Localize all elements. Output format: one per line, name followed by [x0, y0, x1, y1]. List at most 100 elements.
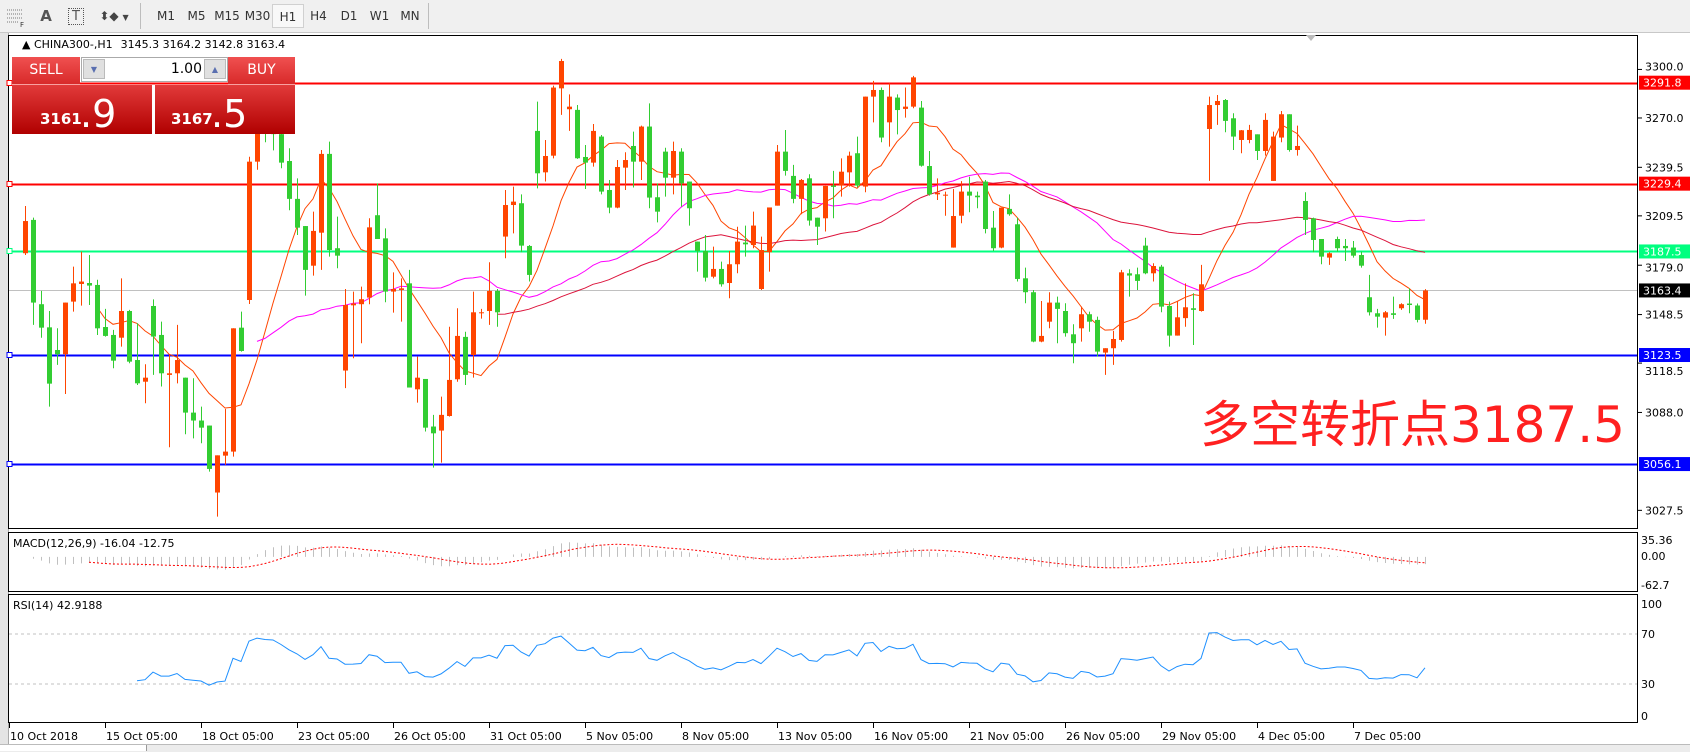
- candle: [1343, 238, 1348, 262]
- price-axis-label: 3239.5: [1645, 161, 1684, 174]
- candle-body: [1071, 334, 1076, 344]
- candle-body: [663, 151, 668, 178]
- candle-body: [295, 198, 300, 228]
- timeframe-m30[interactable]: M30: [244, 9, 271, 23]
- candle: [1087, 311, 1092, 332]
- rsi-line: [136, 632, 1426, 686]
- candle: [1095, 316, 1100, 357]
- timeframe-w1[interactable]: W1: [369, 9, 390, 23]
- candle-body: [535, 130, 540, 174]
- candle-body: [975, 195, 980, 198]
- time-axis-label: 29 Nov 05:00: [1162, 730, 1236, 743]
- sell-button[interactable]: SELL: [12, 57, 80, 85]
- price-axis-label: 3179.0: [1645, 261, 1684, 274]
- timeframe-d1[interactable]: D1: [340, 9, 358, 23]
- candle-body: [1039, 335, 1044, 342]
- text-box-icon[interactable]: T: [64, 4, 88, 28]
- arrows-dropdown-icon[interactable]: ⬍◆ ▼: [99, 9, 129, 23]
- candle: [1111, 330, 1116, 365]
- price-axis-label: 3118.5: [1645, 365, 1684, 378]
- candle-body: [1391, 313, 1396, 315]
- chart-shift-marker-icon[interactable]: [1306, 35, 1316, 41]
- candle: [1391, 296, 1396, 319]
- time-axis-label: 31 Oct 05:00: [490, 730, 562, 743]
- text-label-icon[interactable]: A: [40, 7, 52, 25]
- candle-body: [519, 203, 524, 246]
- timeframe-mn[interactable]: MN: [400, 9, 420, 23]
- line-handle-icon[interactable]: [6, 181, 13, 187]
- candle: [359, 286, 364, 344]
- line-handle-icon[interactable]: [6, 248, 13, 254]
- candle-body: [1375, 313, 1380, 317]
- candle-body: [1271, 136, 1276, 181]
- volume-decrease-icon[interactable]: ▼: [83, 59, 105, 79]
- line-handle-icon[interactable]: [6, 352, 13, 358]
- volume-increase-icon[interactable]: ▲: [204, 59, 226, 79]
- candle: [175, 324, 180, 384]
- timeframe-h4[interactable]: H4: [310, 9, 327, 23]
- buy-price-main: 3167: [171, 110, 213, 128]
- candle: [1359, 251, 1364, 268]
- candle-body: [327, 153, 332, 251]
- candle-body: [87, 283, 92, 286]
- candle: [1039, 300, 1044, 343]
- sell-price-box[interactable]: 3161 .9: [12, 85, 152, 136]
- candle-body: [511, 201, 516, 206]
- buy-price-box[interactable]: 3167 .5: [155, 85, 295, 136]
- candle-body: [159, 334, 164, 374]
- candle: [335, 216, 340, 269]
- timeframe-m1[interactable]: M1: [157, 9, 175, 23]
- timeframe-h1[interactable]: H1: [272, 4, 304, 28]
- candle: [1023, 267, 1028, 304]
- candle: [623, 152, 628, 190]
- candle: [583, 144, 588, 190]
- candle-body: [111, 334, 116, 361]
- candle-body: [599, 136, 604, 192]
- time-axis-label: 13 Nov 05:00: [778, 730, 852, 743]
- symbol: CHINA300-,H1: [34, 38, 113, 51]
- candle: [1263, 113, 1268, 156]
- line-handle-icon[interactable]: [6, 461, 13, 467]
- candle-body: [839, 171, 844, 186]
- volume-stepper[interactable]: ▼ 1.00 ▲: [81, 57, 228, 82]
- candle: [895, 94, 900, 135]
- candle: [663, 147, 668, 197]
- buy-button[interactable]: BUY: [228, 57, 295, 85]
- candle: [687, 181, 692, 226]
- candle: [575, 105, 580, 159]
- candle: [783, 129, 788, 176]
- candle: [367, 218, 372, 305]
- volume-input[interactable]: 1.00: [170, 61, 202, 77]
- candle-body: [63, 302, 68, 355]
- candle-body: [951, 216, 956, 248]
- candle: [799, 178, 804, 215]
- timeframe-m15[interactable]: M15: [214, 9, 240, 23]
- time-axis-label: 5 Nov 05:00: [586, 730, 653, 743]
- candle-body: [959, 191, 964, 216]
- candle: [1399, 303, 1404, 310]
- candle: [1231, 113, 1236, 151]
- grid-font-icon[interactable]: F: [4, 4, 28, 29]
- candle: [31, 217, 36, 325]
- rsi-panel: [8, 594, 1638, 723]
- candle-body: [759, 250, 764, 289]
- price-tag-label: 3291.8: [1643, 77, 1682, 90]
- candle: [471, 291, 476, 378]
- candle: [327, 141, 332, 257]
- candle: [191, 378, 196, 439]
- candle: [519, 194, 524, 253]
- candle-body: [359, 299, 364, 305]
- candle: [1271, 131, 1276, 181]
- timeframe-m5[interactable]: M5: [187, 9, 206, 23]
- chart-tab[interactable]: [0, 745, 147, 751]
- price-tag-label: 3163.4: [1643, 284, 1682, 297]
- candle: [295, 178, 300, 235]
- candle: [119, 278, 124, 347]
- candle: [1103, 348, 1108, 375]
- candle-body: [687, 181, 692, 209]
- candle-body: [1407, 303, 1412, 306]
- candle-body: [575, 109, 580, 159]
- candle-body: [239, 327, 244, 351]
- candle: [927, 150, 932, 196]
- candle: [1079, 306, 1084, 342]
